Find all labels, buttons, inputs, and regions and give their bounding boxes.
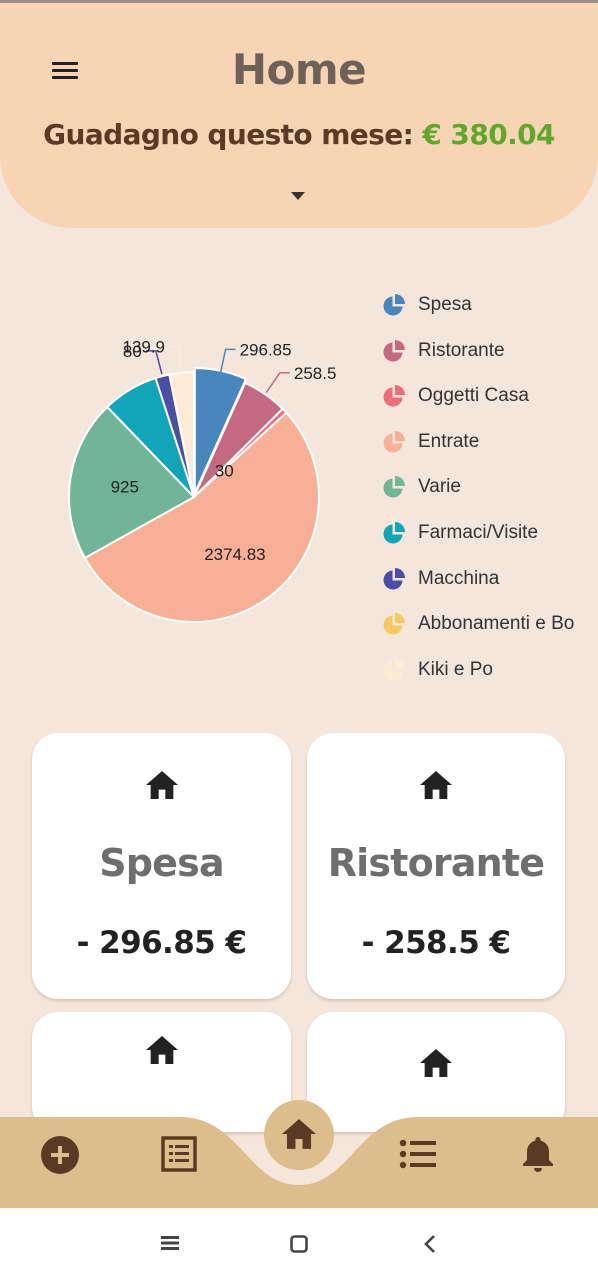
receipt-list-icon[interactable] (161, 1136, 197, 1172)
caret-down-icon[interactable] (290, 191, 306, 201)
data-label-macchina: 80 (123, 342, 142, 361)
category-card[interactable] (32, 1012, 291, 1132)
legend-label: Farmaci/Visite (418, 522, 539, 543)
menu-icon[interactable] (50, 58, 80, 82)
bottom-nav-bar (0, 1100, 598, 1208)
legend-item-kiki-e-po[interactable]: Kiki e Po (382, 655, 598, 685)
category-card-ristorante[interactable]: Ristorante - 258.5 € (307, 733, 565, 999)
status-divider (0, 0, 598, 3)
header: Home Guadagno questo mese: € 380.04 (0, 3, 598, 228)
legend-item-varie[interactable]: Varie (382, 472, 598, 502)
bell-icon[interactable] (522, 1135, 554, 1173)
list-icon[interactable] (399, 1139, 437, 1169)
home-square-icon[interactable] (290, 1235, 308, 1253)
legend-item-entrate[interactable]: Entrate (382, 427, 598, 457)
add-circle-icon[interactable] (40, 1135, 80, 1175)
legend-label: Oggetti Casa (418, 385, 529, 407)
legend-item-oggetti-casa[interactable]: Oggetti Casa (382, 381, 598, 411)
legend-label: Entrate (418, 430, 480, 452)
pie-chart-icon (383, 430, 405, 453)
label-leader-ristorante (265, 372, 290, 393)
pie-chart-icon (383, 476, 405, 498)
nav-home-button[interactable] (264, 1100, 334, 1170)
legend-item-ristorante[interactable]: Ristorante (382, 336, 598, 366)
category-card[interactable] (307, 1012, 565, 1132)
pie-chart-icon (383, 613, 405, 635)
pie-slice-kiki-e-po[interactable] (168, 370, 195, 498)
legend-item-spesa[interactable]: Spesa (382, 290, 598, 320)
data-label-oggetti-casa: 30 (215, 462, 234, 481)
pie-chart-icon (383, 658, 405, 681)
home-icon (145, 771, 178, 799)
earning-label: Guadagno questo mese: (43, 118, 414, 151)
home-icon (282, 1119, 316, 1149)
home-icon (420, 771, 452, 799)
legend-label: Macchina (418, 567, 500, 589)
legend-label: Spesa (418, 294, 472, 315)
category-card-spesa[interactable]: Spesa - 296.85 € (32, 733, 291, 999)
pie-slice-varie[interactable] (68, 405, 196, 560)
data-label-spesa: 296.85 (240, 340, 292, 359)
legend-label: Abbonamenti e Bo (418, 613, 575, 635)
legend-label: Varie (418, 476, 461, 498)
card-amount: - 258.5 € (361, 925, 511, 961)
pie-chart-icon (383, 567, 405, 590)
monthly-earning: Guadagno questo mese: € 380.04 (0, 118, 598, 151)
data-label-kiki-e-po: 139.9 (122, 338, 165, 357)
data-label-entrate: 2374.83 (204, 545, 265, 564)
card-title: Spesa (99, 841, 224, 885)
label-leader-spesa (219, 348, 236, 373)
system-nav-bar (0, 1208, 598, 1280)
legend-label: Kiki e Po (418, 658, 493, 680)
legend-item-farmaci-visite[interactable]: Farmaci/Visite (382, 518, 598, 548)
data-label-ristorante: 258.5 (294, 364, 337, 383)
card-amount: - 296.85 € (76, 925, 247, 961)
pie-chart: 296.85 258.5 30 2374.83 925 80 139.9 (0, 250, 598, 700)
legend-item-macchina[interactable]: Macchina (382, 564, 598, 594)
card-title: Ristorante (327, 841, 545, 885)
pie-chart-icon (383, 339, 405, 362)
pie-slice-entrate[interactable] (83, 411, 320, 623)
recent-apps-icon[interactable] (161, 1236, 179, 1250)
earning-amount: € 380.04 (422, 118, 555, 151)
pie-chart-icon (383, 294, 405, 316)
legend-item-abbonamenti-e-bo[interactable]: Abbonamenti e Bo (382, 609, 598, 639)
label-leader-kiki-e-po (169, 345, 183, 371)
bottom-nav-background (0, 1117, 598, 1208)
data-label-varie: 925 (111, 478, 139, 497)
home-icon (420, 1049, 452, 1077)
pie-chart-icon (383, 385, 405, 407)
home-icon (145, 1036, 178, 1064)
legend-label: Ristorante (418, 339, 505, 361)
label-leader-macchina (145, 350, 163, 375)
back-chevron-icon[interactable] (424, 1234, 436, 1254)
page-title: Home (231, 45, 367, 94)
pie-chart-icon (383, 522, 405, 544)
